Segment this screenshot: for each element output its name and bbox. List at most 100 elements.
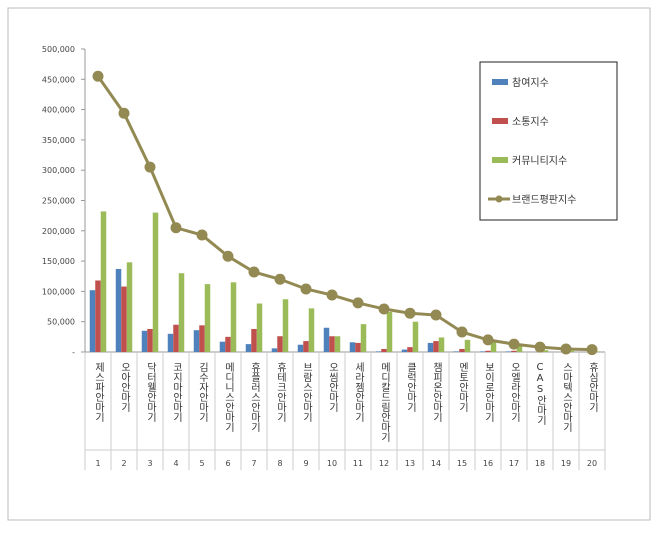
x-tick-label: 휴플러스안마기: [249, 362, 261, 433]
bar: [323, 327, 330, 352]
bar: [401, 349, 408, 352]
rank-label: 4: [173, 459, 178, 468]
x-tick-label: 닥터웰안마기: [145, 362, 157, 423]
line-marker: [508, 338, 520, 350]
bar: [542, 350, 549, 352]
line-marker: [534, 341, 546, 353]
x-tick-label: 오엘라안마기: [509, 362, 521, 423]
x-tick-label: 휴테크안마기: [275, 362, 287, 423]
x-tick-label: 세라젬안마기: [353, 362, 365, 423]
bar: [485, 350, 491, 352]
bar: [141, 330, 148, 352]
rank-label: 17: [509, 459, 519, 468]
bar: [505, 351, 512, 352]
legend-label: 브랜드평판지수: [512, 194, 576, 206]
y-tick-label: -: [72, 348, 75, 357]
rank-label: 18: [535, 459, 545, 468]
y-tick-label: 100,000: [42, 287, 75, 296]
y-tick-label: 50,000: [47, 318, 75, 327]
bar: [277, 336, 283, 352]
x-tick-label: 스마텍스안마기: [561, 362, 573, 433]
bar: [95, 280, 101, 352]
rank-label: 6: [225, 459, 230, 468]
x-tick-label: CAS안마기: [535, 362, 547, 426]
bar: [360, 324, 367, 352]
rank-label: 10: [327, 459, 337, 468]
y-tick-label: 150,000: [42, 257, 75, 266]
line-marker: [404, 307, 416, 319]
bar: [178, 273, 185, 352]
bar: [219, 341, 226, 352]
bar: [225, 336, 231, 352]
line-marker: [430, 309, 442, 321]
line-marker: [248, 266, 260, 278]
y-tick-label: 300,000: [42, 166, 75, 175]
x-tick-label: 오아안마기: [119, 362, 131, 413]
bar: [308, 308, 315, 352]
bar: [126, 262, 133, 352]
bar: [349, 342, 356, 352]
x-tick-label: 브람스안마기: [301, 362, 313, 423]
x-tick-label: 휴심안마기: [587, 362, 599, 413]
line-marker: [456, 326, 468, 338]
bar: [464, 339, 471, 352]
rank-label: 5: [199, 459, 204, 468]
bar: [245, 344, 252, 352]
bar: [453, 351, 460, 352]
bar: [511, 350, 517, 352]
line-marker: [378, 303, 390, 315]
bar: [594, 351, 601, 352]
bar: [381, 348, 387, 352]
line-marker: [274, 273, 286, 285]
bar: [199, 325, 205, 352]
bar: [386, 312, 393, 352]
line-marker: [92, 70, 104, 82]
legend-swatch: [492, 157, 508, 163]
bar: [100, 211, 107, 352]
x-tick-label: 챔피온안마기: [431, 362, 443, 423]
y-tick-label: 400,000: [42, 106, 75, 115]
rank-label: 8: [277, 459, 282, 468]
rank-label: 20: [587, 459, 597, 468]
legend-label: 커뮤니티지수: [512, 155, 567, 167]
bar: [121, 286, 127, 352]
bar: [167, 333, 174, 352]
rank-label: 13: [405, 459, 415, 468]
legend-swatch: [492, 118, 508, 124]
line-marker: [300, 283, 312, 295]
bar: [173, 324, 179, 352]
bar: [375, 351, 382, 352]
line-marker: [196, 229, 208, 241]
rank-label: 14: [431, 459, 441, 468]
line-marker: [560, 343, 572, 355]
legend-label: 소통지수: [512, 116, 549, 128]
rank-label: 19: [561, 459, 571, 468]
y-tick-label: 200,000: [42, 227, 75, 236]
bar: [427, 342, 434, 352]
bar: [433, 341, 439, 352]
bar: [438, 337, 445, 352]
x-tick-label: 메디칼드림안마기: [379, 362, 391, 443]
x-tick-label: 김수자안마기: [197, 362, 209, 423]
rank-label: 1: [95, 459, 100, 468]
bar: [412, 321, 419, 352]
x-tick-label: 클럭안마기: [405, 362, 417, 413]
rank-label: 12: [379, 459, 389, 468]
x-tick-label: 멘토안마기: [457, 362, 469, 413]
rank-label: 3: [147, 459, 152, 468]
x-tick-label: 오씸안마기: [327, 362, 339, 413]
bar: [204, 284, 211, 352]
bar: [271, 348, 278, 352]
bar: [355, 342, 361, 352]
legend-label: 참여지수: [512, 77, 549, 89]
line-marker: [326, 289, 338, 301]
bar: [256, 303, 263, 352]
bar: [479, 351, 486, 352]
bar: [407, 347, 413, 352]
bar: [297, 344, 304, 352]
line-marker: [352, 297, 364, 309]
rank-label: 16: [483, 459, 493, 468]
legend-swatch: [495, 195, 503, 203]
line-marker: [586, 344, 598, 356]
